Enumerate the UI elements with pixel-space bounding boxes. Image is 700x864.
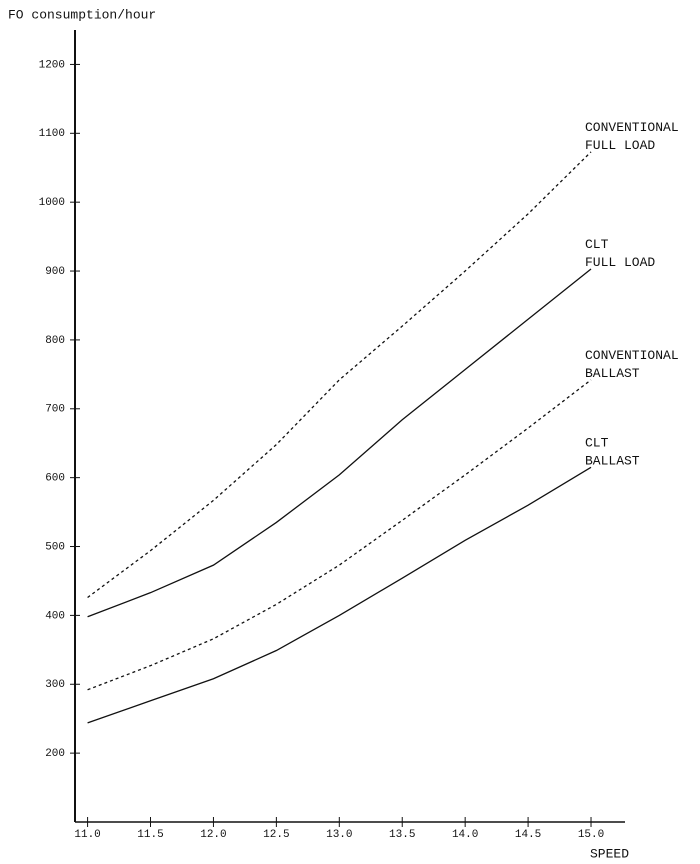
- x-tick-label: 15.0: [578, 829, 604, 841]
- y-tick-label: 600: [45, 473, 65, 485]
- y-tick-label: 800: [45, 335, 65, 347]
- y-tick-label: 1200: [39, 59, 65, 71]
- y-tick-label: 500: [45, 541, 65, 553]
- x-axis-label: SPEED: [590, 846, 629, 861]
- y-tick-label: 700: [45, 404, 65, 416]
- series-line: [87, 466, 592, 724]
- series-line: [87, 268, 592, 618]
- chart-title: FO consumption/hour: [8, 7, 156, 22]
- series-line: [87, 379, 592, 691]
- x-tick-label: 13.0: [326, 829, 352, 841]
- series-label: CONVENTIONAL BALLAST: [585, 348, 686, 381]
- series-label: CONVENTIONAL FULL LOAD: [585, 120, 686, 153]
- y-tick-label: 200: [45, 748, 65, 760]
- series-label: CLT FULL LOAD: [585, 237, 655, 270]
- x-tick-label: 14.0: [452, 829, 478, 841]
- x-tick-label: 14.5: [515, 829, 541, 841]
- series-line: [87, 151, 592, 599]
- x-tick-label: 11.0: [74, 829, 100, 841]
- x-tick-label: 11.5: [137, 829, 163, 841]
- x-tick-label: 12.5: [263, 829, 289, 841]
- y-tick-label: 400: [45, 610, 65, 622]
- series-label: CLT BALLAST: [585, 436, 640, 469]
- x-tick-label: 13.5: [389, 829, 415, 841]
- x-tick-label: 12.0: [200, 829, 226, 841]
- y-tick-label: 300: [45, 679, 65, 691]
- y-tick-label: 1000: [39, 197, 65, 209]
- y-tick-label: 900: [45, 266, 65, 278]
- y-tick-label: 1100: [39, 128, 65, 140]
